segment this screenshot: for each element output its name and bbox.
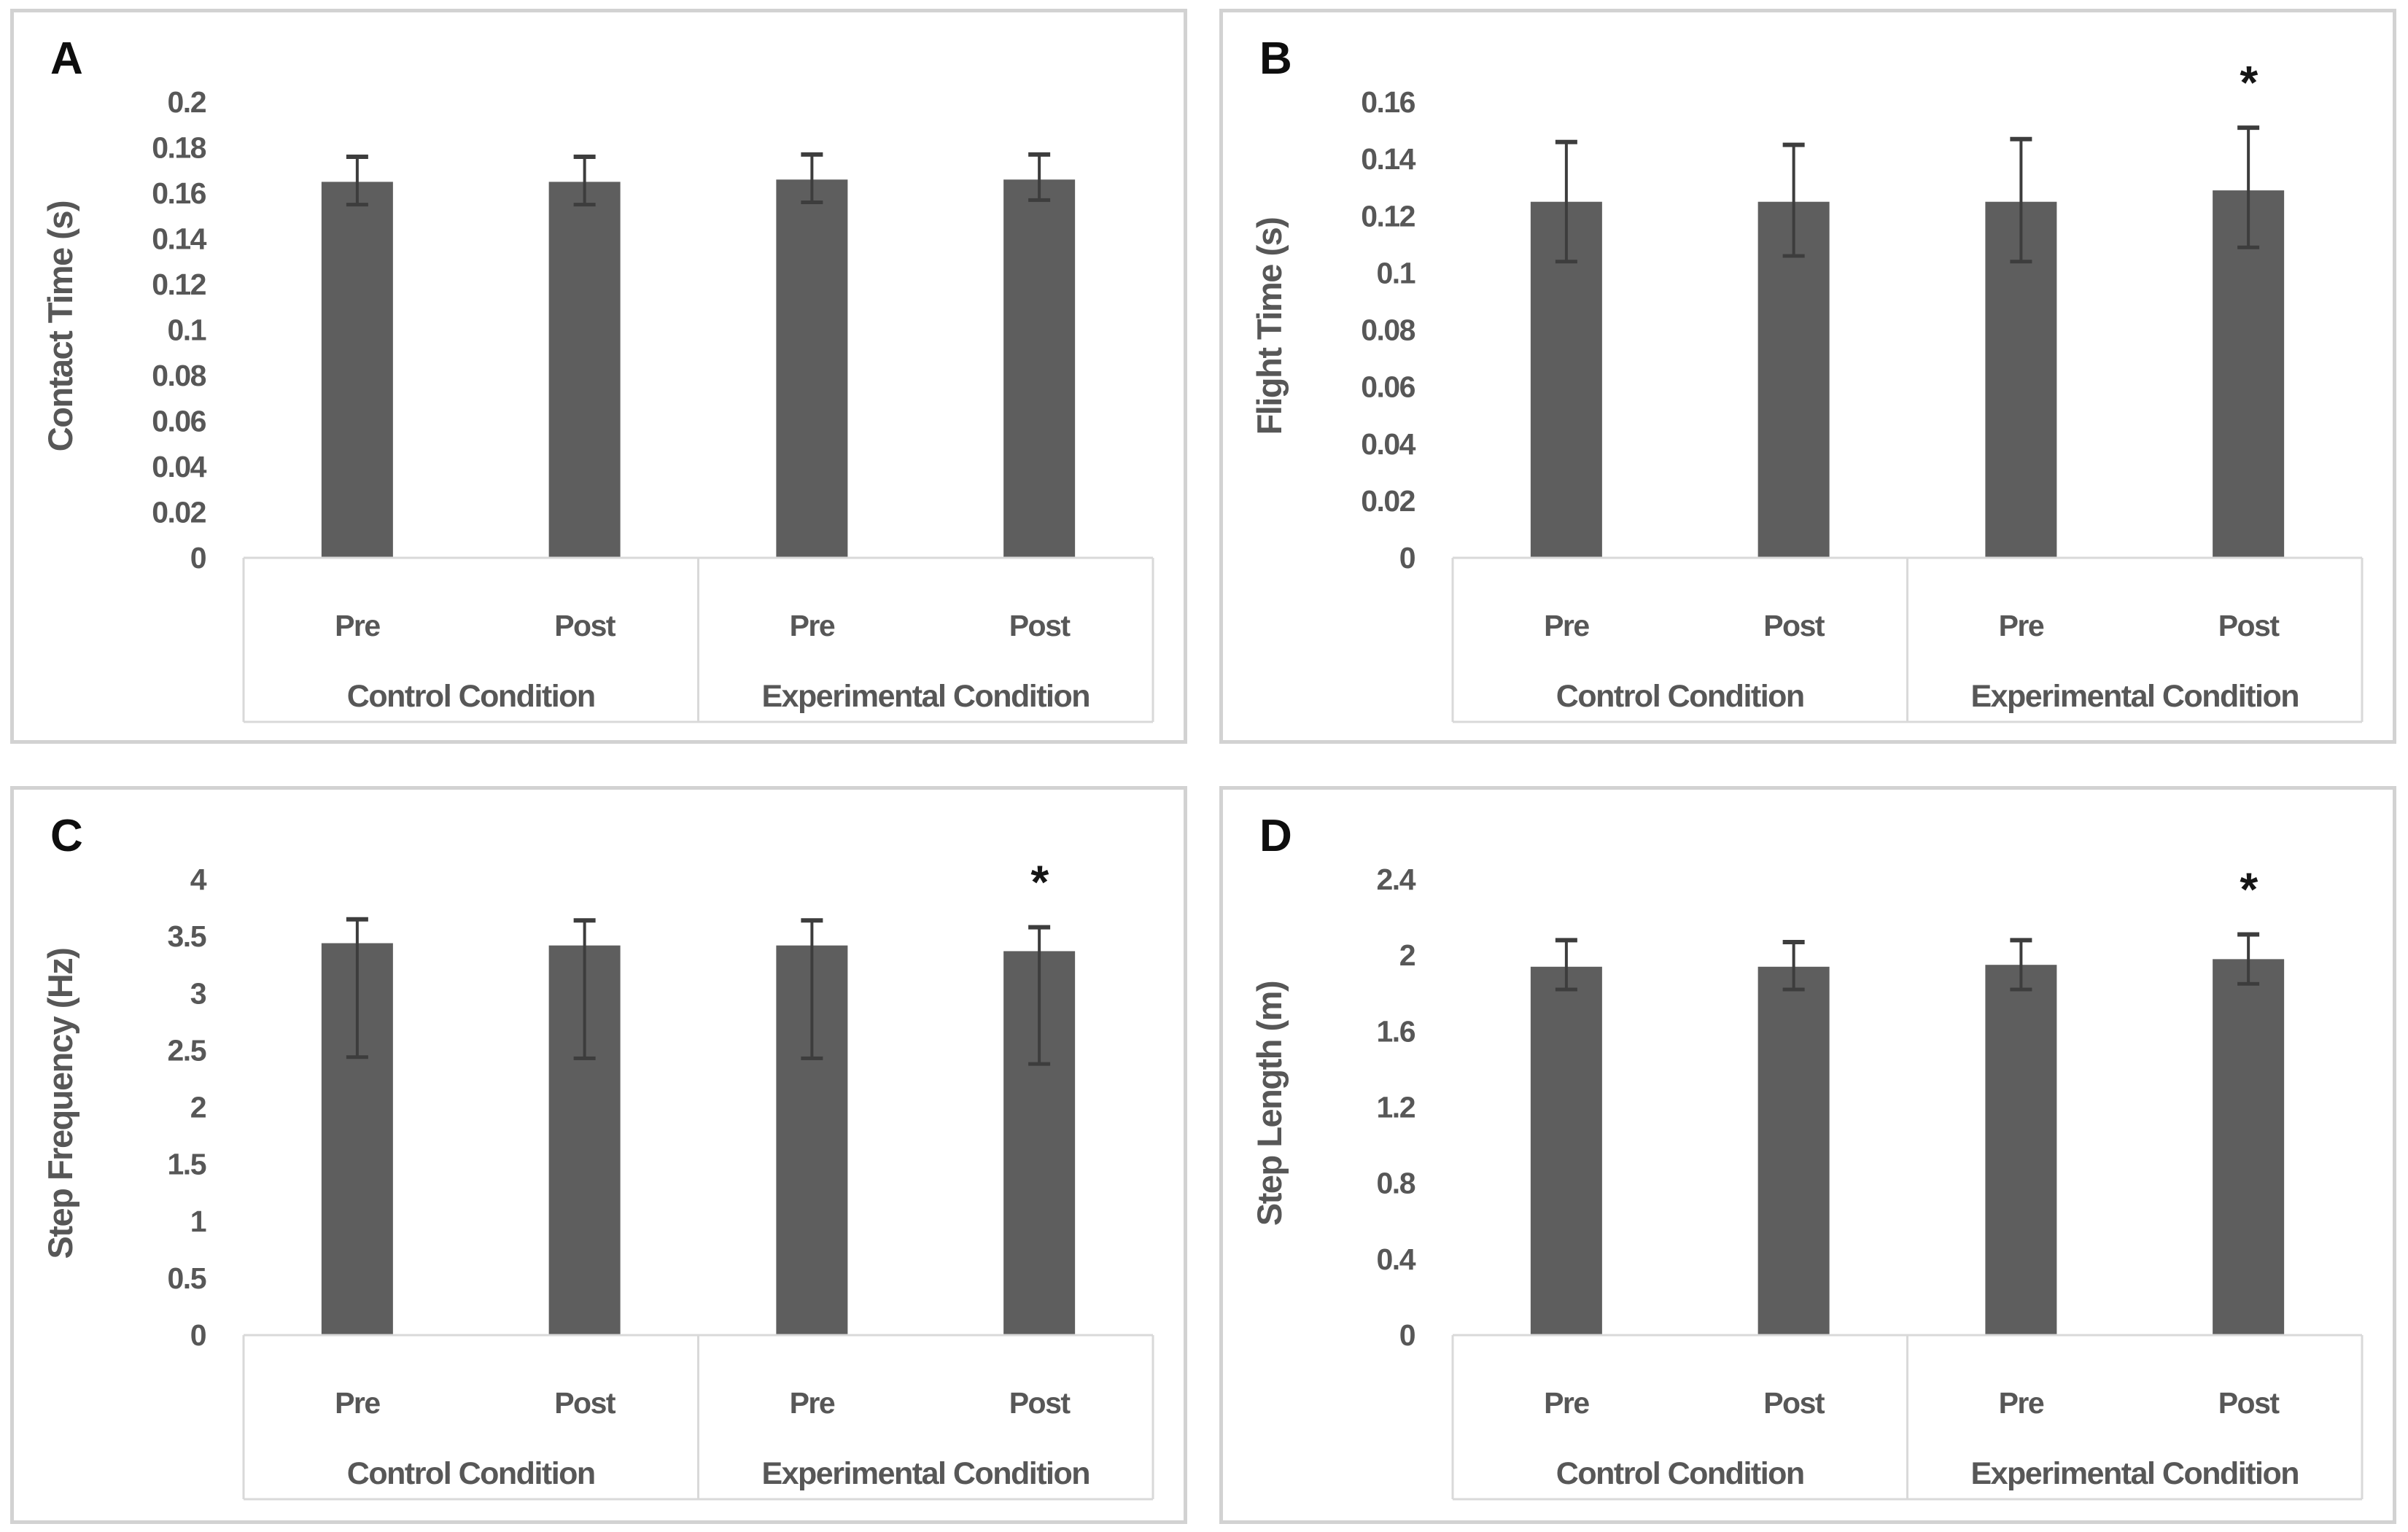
x-category-label: Pre bbox=[335, 1386, 380, 1420]
panel-d-card: 0 0.4 0.8 1.2 1.6 2 2.4 Pre Post Pre Post Control C… bbox=[1219, 786, 2396, 1524]
y-tick-label: 0 bbox=[190, 1318, 206, 1352]
y-tick-label: 0.2 bbox=[168, 85, 206, 119]
bar bbox=[2213, 190, 2285, 557]
x-category-label: Post bbox=[2218, 1386, 2280, 1420]
panel-c-letter: C bbox=[50, 811, 83, 861]
bar bbox=[548, 182, 621, 557]
y-tick-label: 0.12 bbox=[1361, 199, 1415, 233]
group-label: Control Condition bbox=[1556, 679, 1804, 714]
group-label: Control Condition bbox=[1556, 1456, 1804, 1491]
panel-b-y-axis-title: Flight Time (s) bbox=[1249, 217, 1289, 435]
panel-a-y-axis-title: Contact Time (s) bbox=[40, 201, 79, 452]
group-label: Experimental Condition bbox=[1970, 1456, 2299, 1491]
panel-a-bar-chart: 0 0.02 0.04 0.06 0.08 0.1 0.12 0.14 0.16 0.18 0.2 P… bbox=[152, 85, 1154, 723]
y-tick-label: 4 bbox=[190, 863, 207, 896]
bar bbox=[1758, 201, 1830, 557]
y-tick-label: 0.1 bbox=[168, 314, 206, 347]
bar bbox=[1003, 179, 1076, 557]
y-tick-label: 0.02 bbox=[152, 496, 206, 529]
panel-c-bar-chart: 0 0.5 1 1.5 2 2.5 3 3.5 4 Pre Post Pre Post Control C… bbox=[168, 856, 1154, 1501]
y-tick-label: 0.16 bbox=[152, 176, 206, 210]
y-tick-label: 0.06 bbox=[1361, 370, 1415, 404]
y-tick-label: 2.4 bbox=[1377, 863, 1416, 896]
x-category-label: Pre bbox=[790, 609, 835, 642]
y-tick-label: 0.5 bbox=[168, 1261, 206, 1295]
x-category-label: Post bbox=[1009, 609, 1071, 642]
group-label: Experimental Condition bbox=[1970, 679, 2299, 714]
x-category-label: Pre bbox=[335, 609, 380, 642]
y-tick-label: 0.8 bbox=[1377, 1167, 1415, 1200]
y-tick-label: 0.14 bbox=[1361, 142, 1415, 176]
panel-d-letter: D bbox=[1259, 811, 1292, 861]
y-tick-label: 0.12 bbox=[152, 268, 206, 301]
significance-asterisk: * bbox=[2240, 56, 2258, 109]
group-label: Control Condition bbox=[347, 1456, 595, 1491]
y-tick-label: 0.08 bbox=[152, 359, 206, 392]
bar bbox=[1985, 965, 2057, 1334]
panel-c-card: 0 0.5 1 1.5 2 2.5 3 3.5 4 Pre Post Pre Post Control C… bbox=[10, 786, 1187, 1524]
x-category-label: Pre bbox=[790, 1386, 835, 1420]
panel-c-y-axis-title: Step Frequency (Hz) bbox=[40, 948, 79, 1259]
x-category-label: Post bbox=[1763, 609, 1825, 642]
y-tick-label: 0.04 bbox=[152, 450, 206, 483]
panel-a-letter: A bbox=[50, 34, 83, 84]
y-tick-label: 3.5 bbox=[168, 919, 206, 953]
x-category-label: Pre bbox=[1999, 609, 2044, 642]
y-tick-label: 1.2 bbox=[1377, 1091, 1415, 1124]
bar bbox=[776, 179, 848, 557]
y-tick-label: 0.16 bbox=[1361, 85, 1415, 119]
x-category-label: Post bbox=[2218, 609, 2280, 642]
x-category-label: Post bbox=[554, 1386, 616, 1420]
y-tick-label: 0.14 bbox=[152, 222, 206, 256]
y-tick-label: 0.06 bbox=[152, 405, 206, 438]
panel-a-card: 0 0.02 0.04 0.06 0.08 0.1 0.12 0.14 0.16 0.18 0.2 P… bbox=[10, 9, 1187, 744]
group-label: Control Condition bbox=[347, 679, 595, 714]
significance-asterisk: * bbox=[1030, 856, 1049, 909]
x-category-label: Post bbox=[1763, 1386, 1825, 1420]
y-tick-label: 3 bbox=[190, 976, 206, 1010]
y-tick-label: 1.5 bbox=[168, 1148, 206, 1181]
x-category-label: Post bbox=[554, 609, 616, 642]
y-tick-label: 1 bbox=[190, 1205, 206, 1238]
bar bbox=[1530, 966, 1602, 1334]
y-tick-label: 0.4 bbox=[1377, 1243, 1416, 1276]
y-tick-label: 0.02 bbox=[1361, 484, 1415, 518]
x-category-label: Pre bbox=[1544, 609, 1589, 642]
x-category-label: Pre bbox=[1999, 1386, 2044, 1420]
y-tick-label: 2.5 bbox=[168, 1033, 206, 1067]
y-tick-label: 0.18 bbox=[152, 131, 206, 165]
group-label: Experimental Condition bbox=[761, 679, 1090, 714]
y-tick-label: 2 bbox=[190, 1091, 206, 1124]
group-label: Experimental Condition bbox=[761, 1456, 1090, 1491]
panel-b-letter: B bbox=[1259, 34, 1292, 84]
significance-asterisk: * bbox=[2240, 863, 2258, 916]
y-tick-label: 2 bbox=[1399, 938, 1415, 972]
y-tick-label: 0 bbox=[1399, 541, 1415, 575]
bar bbox=[321, 182, 393, 557]
panel-d-y-axis-title: Step Length (m) bbox=[1249, 981, 1289, 1226]
y-tick-label: 0.08 bbox=[1361, 314, 1415, 347]
bar bbox=[1758, 966, 1830, 1334]
panel-b-bar-chart: 0 0.02 0.04 0.06 0.08 0.1 0.12 0.14 0.16 Pre Post P… bbox=[1361, 56, 2364, 723]
panel-b-card: 0 0.02 0.04 0.06 0.08 0.1 0.12 0.14 0.16 Pre Post P… bbox=[1219, 9, 2396, 744]
x-category-label: Post bbox=[1009, 1386, 1071, 1420]
panel-d-bar-chart: 0 0.4 0.8 1.2 1.6 2 2.4 Pre Post Pre Post Control C… bbox=[1377, 863, 2364, 1501]
y-tick-label: 0 bbox=[190, 541, 206, 575]
y-tick-label: 1.6 bbox=[1377, 1014, 1415, 1048]
y-tick-label: 0.04 bbox=[1361, 427, 1415, 461]
y-tick-label: 0 bbox=[1399, 1318, 1415, 1352]
x-category-label: Pre bbox=[1544, 1386, 1589, 1420]
y-tick-label: 0.1 bbox=[1377, 256, 1415, 289]
bar bbox=[2213, 959, 2285, 1334]
